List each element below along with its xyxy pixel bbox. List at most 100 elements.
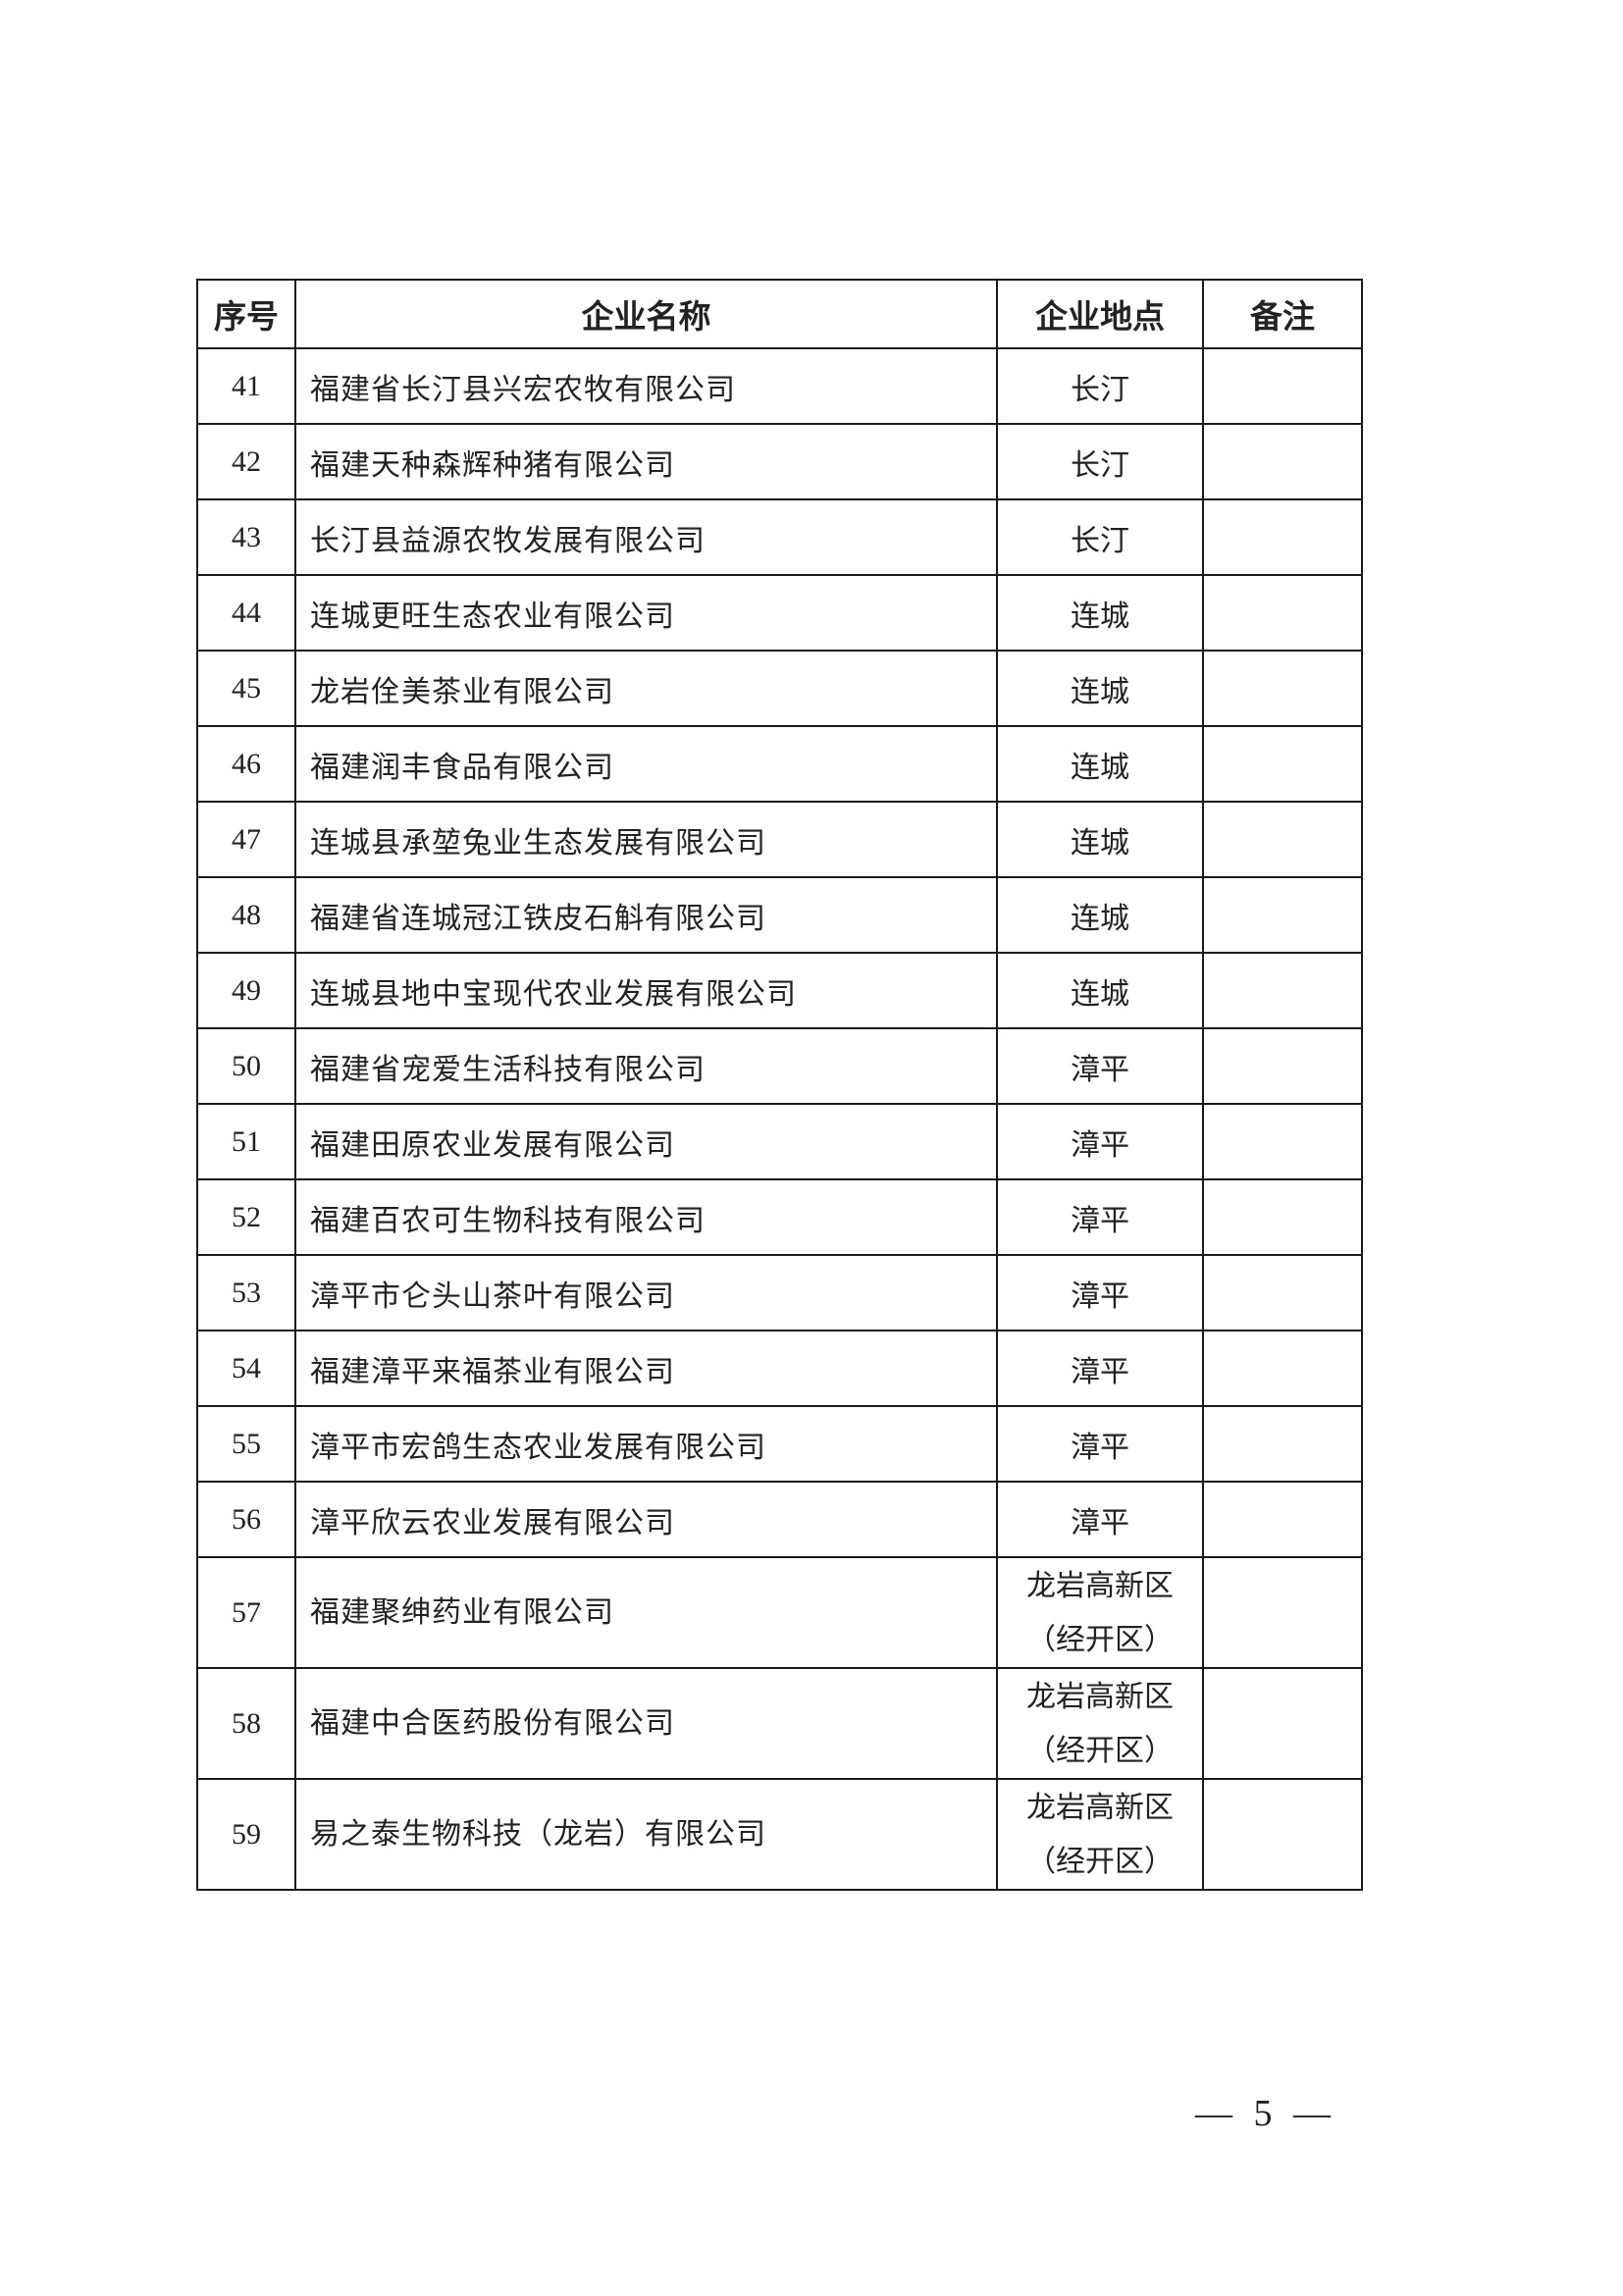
header-number: 序号 xyxy=(196,279,296,349)
row-number: 42 xyxy=(196,423,296,500)
company-location: 漳平 xyxy=(996,1027,1204,1105)
row-note xyxy=(1202,1254,1363,1331)
table-row: 57 福建聚绅药业有限公司 龙岩高新区 （经开区） xyxy=(196,1556,1363,1669)
company-name: 易之泰生物科技（龙岩）有限公司 xyxy=(294,1778,998,1891)
company-location: 漳平 xyxy=(996,1330,1204,1407)
company-name: 福建田原农业发展有限公司 xyxy=(294,1103,998,1180)
header-name: 企业名称 xyxy=(294,279,998,349)
row-number: 56 xyxy=(196,1481,296,1558)
company-name: 福建天种森辉种猪有限公司 xyxy=(294,423,998,500)
company-name: 福建聚绅药业有限公司 xyxy=(294,1556,998,1669)
company-name: 漳平欣云农业发展有限公司 xyxy=(294,1481,998,1558)
location-line-1: 龙岩高新区 xyxy=(1026,1568,1174,1603)
company-name: 福建省连城冠江铁皮石斛有限公司 xyxy=(294,876,998,954)
table-row: 51 福建田原农业发展有限公司 漳平 xyxy=(196,1103,1363,1180)
row-number: 50 xyxy=(196,1027,296,1105)
page-number: — 5 — xyxy=(1195,2093,1336,2134)
row-note xyxy=(1202,347,1363,425)
company-location: 漳平 xyxy=(996,1178,1204,1256)
table-header-row: 序号 企业名称 企业地点 备注 xyxy=(196,279,1363,349)
company-location: 连城 xyxy=(996,725,1204,803)
company-name: 福建中合医药股份有限公司 xyxy=(294,1667,998,1780)
row-number: 58 xyxy=(196,1667,296,1780)
row-number: 59 xyxy=(196,1778,296,1891)
location-line-1: 龙岩高新区 xyxy=(1026,1679,1174,1714)
location-line-2: （经开区） xyxy=(1026,1622,1174,1657)
row-note xyxy=(1202,952,1363,1029)
row-note xyxy=(1202,1103,1363,1180)
location-line-2: （经开区） xyxy=(1026,1733,1174,1768)
company-location: 连城 xyxy=(996,801,1204,878)
row-note xyxy=(1202,725,1363,803)
table-row: 58 福建中合医药股份有限公司 龙岩高新区 （经开区） xyxy=(196,1667,1363,1780)
company-name: 福建百农可生物科技有限公司 xyxy=(294,1178,998,1256)
table-row: 43 长汀县益源农牧发展有限公司 长汀 xyxy=(196,498,1363,576)
company-name: 连城更旺生态农业有限公司 xyxy=(294,574,998,652)
company-location: 漳平 xyxy=(996,1405,1204,1483)
company-location: 长汀 xyxy=(996,347,1204,425)
row-number: 41 xyxy=(196,347,296,425)
table-row: 45 龙岩佺美茶业有限公司 连城 xyxy=(196,650,1363,727)
row-note xyxy=(1202,1667,1363,1780)
row-number: 51 xyxy=(196,1103,296,1180)
company-name: 漳平市仑头山茶叶有限公司 xyxy=(294,1254,998,1331)
company-name: 龙岩佺美茶业有限公司 xyxy=(294,650,998,727)
table-row: 48 福建省连城冠江铁皮石斛有限公司 连城 xyxy=(196,876,1363,954)
row-note xyxy=(1202,1405,1363,1483)
row-number: 57 xyxy=(196,1556,296,1669)
table-row: 53 漳平市仑头山茶叶有限公司 漳平 xyxy=(196,1254,1363,1331)
header-location: 企业地点 xyxy=(996,279,1204,349)
row-note xyxy=(1202,498,1363,576)
company-location: 龙岩高新区 （经开区） xyxy=(996,1667,1204,1780)
table-row: 49 连城县地中宝现代农业发展有限公司 连城 xyxy=(196,952,1363,1029)
table-row: 56 漳平欣云农业发展有限公司 漳平 xyxy=(196,1481,1363,1558)
row-note xyxy=(1202,801,1363,878)
row-note xyxy=(1202,650,1363,727)
table-row: 42 福建天种森辉种猪有限公司 长汀 xyxy=(196,423,1363,500)
company-location: 漳平 xyxy=(996,1481,1204,1558)
company-location: 龙岩高新区 （经开区） xyxy=(996,1778,1204,1891)
row-note xyxy=(1202,1027,1363,1105)
location-line-2: （经开区） xyxy=(1026,1844,1174,1879)
row-number: 52 xyxy=(196,1178,296,1256)
row-note xyxy=(1202,423,1363,500)
company-name: 连城县地中宝现代农业发展有限公司 xyxy=(294,952,998,1029)
table-row: 59 易之泰生物科技（龙岩）有限公司 龙岩高新区 （经开区） xyxy=(196,1778,1363,1891)
location-line-1: 龙岩高新区 xyxy=(1026,1790,1174,1825)
table-row: 54 福建漳平来福茶业有限公司 漳平 xyxy=(196,1330,1363,1407)
company-location: 连城 xyxy=(996,574,1204,652)
row-note xyxy=(1202,574,1363,652)
table-row: 41 福建省长汀县兴宏农牧有限公司 长汀 xyxy=(196,347,1363,425)
company-name: 漳平市宏鸽生态农业发展有限公司 xyxy=(294,1405,998,1483)
row-note xyxy=(1202,1178,1363,1256)
row-number: 45 xyxy=(196,650,296,727)
company-location: 长汀 xyxy=(996,423,1204,500)
row-note xyxy=(1202,1330,1363,1407)
row-number: 44 xyxy=(196,574,296,652)
row-number: 47 xyxy=(196,801,296,878)
header-note: 备注 xyxy=(1202,279,1363,349)
table-row: 47 连城县承堃兔业生态发展有限公司 连城 xyxy=(196,801,1363,878)
company-location: 连城 xyxy=(996,650,1204,727)
company-location: 龙岩高新区 （经开区） xyxy=(996,1556,1204,1669)
row-number: 43 xyxy=(196,498,296,576)
company-location: 长汀 xyxy=(996,498,1204,576)
company-name: 福建省长汀县兴宏农牧有限公司 xyxy=(294,347,998,425)
company-location: 漳平 xyxy=(996,1254,1204,1331)
company-location: 连城 xyxy=(996,876,1204,954)
company-location: 连城 xyxy=(996,952,1204,1029)
company-location: 漳平 xyxy=(996,1103,1204,1180)
row-number: 49 xyxy=(196,952,296,1029)
enterprise-table: 序号 企业名称 企业地点 备注 41 福建省长汀县兴宏农牧有限公司 长汀 42 福建天种… xyxy=(196,279,1363,1891)
company-name: 连城县承堃兔业生态发展有限公司 xyxy=(294,801,998,878)
row-number: 53 xyxy=(196,1254,296,1331)
row-note xyxy=(1202,1778,1363,1891)
company-name: 福建润丰食品有限公司 xyxy=(294,725,998,803)
company-name: 福建省宠爱生活科技有限公司 xyxy=(294,1027,998,1105)
company-name: 长汀县益源农牧发展有限公司 xyxy=(294,498,998,576)
table-row: 44 连城更旺生态农业有限公司 连城 xyxy=(196,574,1363,652)
company-name: 福建漳平来福茶业有限公司 xyxy=(294,1330,998,1407)
row-number: 55 xyxy=(196,1405,296,1483)
row-note xyxy=(1202,1481,1363,1558)
table-row: 50 福建省宠爱生活科技有限公司 漳平 xyxy=(196,1027,1363,1105)
